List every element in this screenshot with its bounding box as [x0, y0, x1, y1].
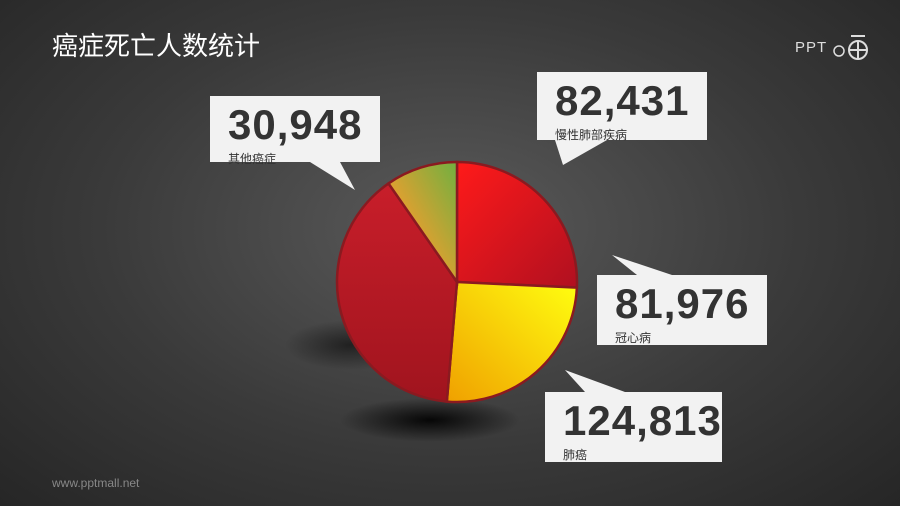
callout-tail: [555, 140, 607, 165]
data-label-callout: 81,976 冠心病: [597, 255, 767, 345]
pie-slice: [445, 280, 579, 404]
category-label: 慢性肺部疾病: [555, 128, 628, 142]
value-label: 124,813: [563, 397, 722, 444]
logo-text: PPT: [795, 38, 828, 56]
callout-tail: [310, 162, 355, 190]
callout-tail: [565, 370, 625, 392]
value-label: 82,431: [555, 77, 690, 124]
value-label: 81,976: [615, 280, 750, 327]
pie-shadow: [340, 398, 520, 442]
pie-slice: [455, 160, 579, 289]
pie-slice: [335, 181, 459, 403]
value-label: 30,948: [228, 101, 363, 148]
page-title: 癌症死亡人数统计: [52, 32, 261, 62]
pie-slice: [386, 160, 459, 286]
data-label-callout: 30,948 其他癌症: [210, 96, 380, 190]
data-label-callout: 124,813 肺癌: [545, 370, 722, 462]
callout-tail: [612, 255, 672, 275]
data-label-callout: 82,431 慢性肺部疾病: [537, 72, 707, 165]
logo-icon: [833, 35, 869, 60]
category-label: 肺癌: [563, 448, 588, 462]
footer-url: www.pptmall.net: [52, 476, 140, 490]
category-label: 其他癌症: [228, 152, 277, 166]
logo: PPT: [795, 32, 871, 62]
category-label: 冠心病: [615, 331, 652, 345]
